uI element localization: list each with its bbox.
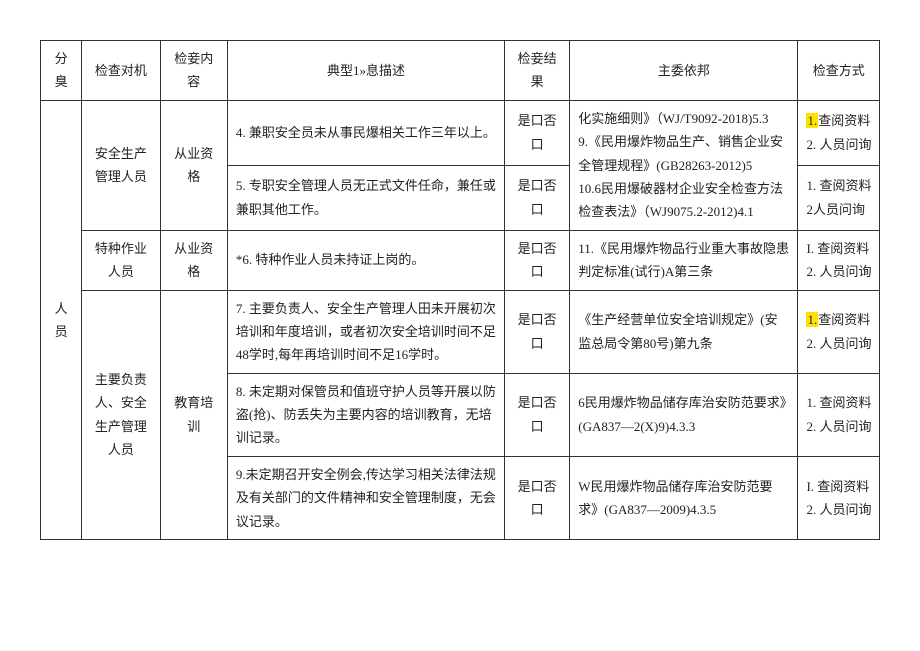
method-cell: I. 查阅资料 2. 人员问询 <box>798 230 880 290</box>
header-method: 检查方式 <box>798 41 880 101</box>
content-cell: 从业资格 <box>160 230 227 290</box>
method-text: I. 查阅资料 <box>806 479 869 494</box>
basis-cell: 6民用爆炸物品储存库治安防范要求》(GA837—2(X)9)4.3.3 <box>570 373 798 456</box>
target-cell: 特种作业人员 <box>82 230 160 290</box>
header-cat: 分臭 <box>41 41 82 101</box>
inspection-table: 分臭 检查对机 检妾内容 典型1»息描述 检妾结果 主委依邦 检查方式 人员 安… <box>40 40 880 540</box>
highlight-num: 1. <box>806 113 818 128</box>
desc-cell: 5. 专职安全管理人员无正式文件任命，兼任或兼职其他工作。 <box>227 165 504 230</box>
header-content: 检妾内容 <box>160 41 227 101</box>
result-cell: 是口否口 <box>505 165 570 230</box>
content-cell: 从业资格 <box>160 100 227 230</box>
method-text: 查阅资料 <box>818 113 870 128</box>
header-target: 检查对机 <box>82 41 160 101</box>
table-row: 主要负责人、安全生产管理人员 教育培训 7. 主要负责人、安全生产管理人田未开展… <box>41 290 880 373</box>
method-text: 2. 人员问询 <box>806 419 871 434</box>
method-text: 2. 人员问询 <box>806 336 871 351</box>
method-text: I. 查阅资料 <box>806 241 869 256</box>
basis-cell: 11.《民用爆炸物品行业重大事故隐患判定标准(试行)A第三条 <box>570 230 798 290</box>
method-text: 2. 人员问询 <box>806 137 871 152</box>
desc-cell: 8. 未定期对保管员和值班守护人员等开展以防盗(抢)、防丢失为主要内容的培训教育… <box>227 373 504 456</box>
highlight-num: 1. <box>806 312 818 327</box>
result-cell: 是口否口 <box>505 290 570 373</box>
method-cell: 1.查阅资料 2. 人员问询 <box>798 100 880 165</box>
method-text: 查阅资料 <box>818 312 870 327</box>
method-cell: 1. 查阅资料 2. 人员问询 <box>798 373 880 456</box>
method-text: 2. 人员问询 <box>806 264 871 279</box>
desc-cell: 4. 兼职安全员未从事民爆相关工作三年以上。 <box>227 100 504 165</box>
header-result: 检妾结果 <box>505 41 570 101</box>
method-text: 2. 人员问询 <box>806 502 871 517</box>
method-cell: I. 查阅资料 2. 人员问询 <box>798 456 880 539</box>
target-cell: 安全生产管理人员 <box>82 100 160 230</box>
desc-cell: 9.未定期召开安全例会,传达学习相关法律法规及有关部门的文件精神和安全管理制度，… <box>227 456 504 539</box>
result-cell: 是口否口 <box>505 100 570 165</box>
cat-cell: 人员 <box>41 100 82 539</box>
header-row: 分臭 检查对机 检妾内容 典型1»息描述 检妾结果 主委依邦 检查方式 <box>41 41 880 101</box>
result-cell: 是口否口 <box>505 456 570 539</box>
method-text: 2人员问询 <box>806 202 865 217</box>
header-desc: 典型1»息描述 <box>227 41 504 101</box>
method-text: 1. 查阅资料 <box>806 395 871 410</box>
desc-cell: 7. 主要负责人、安全生产管理人田未开展初次培训和年度培训，或者初次安全培训时间… <box>227 290 504 373</box>
method-text: 1. 查阅资料 <box>806 178 871 193</box>
method-cell: 1. 查阅资料 2人员问询 <box>798 165 880 230</box>
target-cell: 主要负责人、安全生产管理人员 <box>82 290 160 540</box>
basis-cell: 化实施细则》（WJ/T9092-2018)5.3 9.《民用爆炸物品生产、销售企… <box>570 100 798 230</box>
header-basis: 主委依邦 <box>570 41 798 101</box>
method-cell: 1.查阅资料 2. 人员问询 <box>798 290 880 373</box>
table-row: 人员 安全生产管理人员 从业资格 4. 兼职安全员未从事民爆相关工作三年以上。 … <box>41 100 880 165</box>
basis-cell: 《生产经营单位安全培训规定》(安监总局令第80号)第九条 <box>570 290 798 373</box>
desc-cell: *6. 特种作业人员未持证上岗的。 <box>227 230 504 290</box>
result-cell: 是口否口 <box>505 373 570 456</box>
table-row: 特种作业人员 从业资格 *6. 特种作业人员未持证上岗的。 是口否口 11.《民… <box>41 230 880 290</box>
basis-cell: W民用爆炸物品储存库治安防范要求》(GA837—2009)4.3.5 <box>570 456 798 539</box>
result-cell: 是口否口 <box>505 230 570 290</box>
content-cell: 教育培训 <box>160 290 227 540</box>
